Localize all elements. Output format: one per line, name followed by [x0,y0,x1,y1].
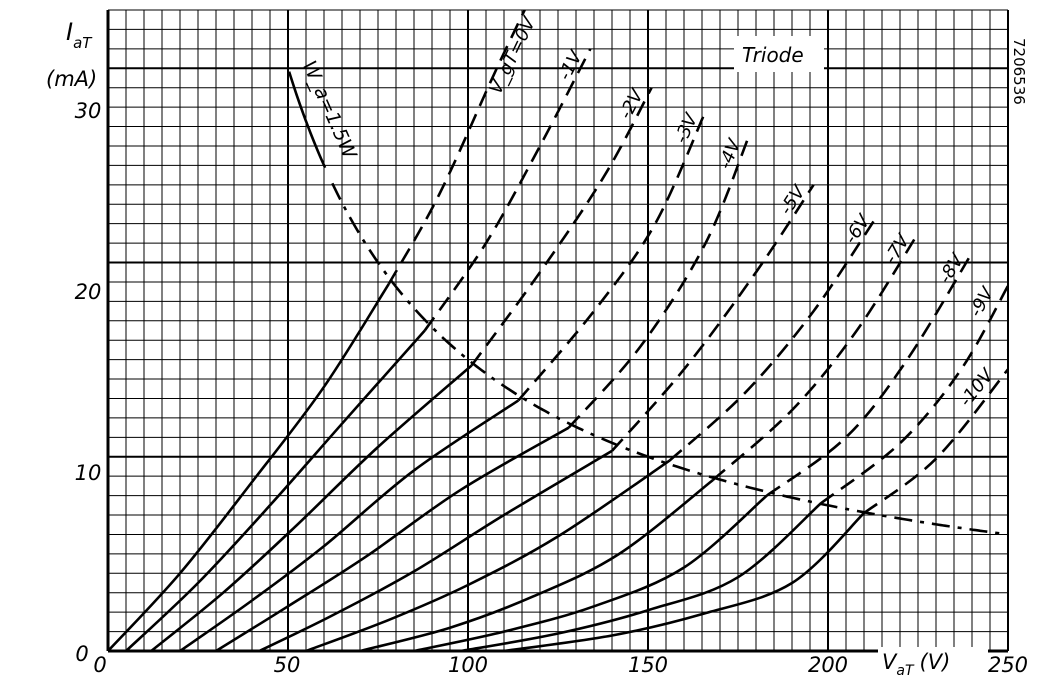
curve-solid [460,502,822,651]
curve-label: -5V [776,181,811,219]
curve-dashed [711,232,920,482]
x-axis-label-main: V [882,650,898,674]
curve-dashed [611,184,815,452]
x-tick-label: 150 [628,653,668,677]
power-limit-dashed [331,182,1003,535]
y-axis-label-sub: aT [73,34,93,52]
curve-solid [108,283,390,651]
y-axis-label-unit: (mA) [46,67,97,91]
curve-dashed [470,87,653,367]
y-tick-label: 30 [75,99,102,123]
chart-title-box: Triode [734,36,824,72]
curve-solid [413,494,768,651]
curve-label: -4V [715,135,746,172]
power-limit-label: W_a=1.5W [298,57,361,163]
curve-solid [179,399,520,651]
svg-text:IaT: IaT [66,18,93,52]
svg-text:VaT(V): VaT (V) [882,650,950,679]
curve-dashed [766,252,974,497]
curve-label: -10V [955,364,999,411]
y-axis-label-main: I [66,18,73,46]
curve-label: -1V [554,46,587,84]
curve-dashed [863,368,1008,515]
x-axis-label: VaT (V) [878,647,988,679]
x-tick-label: 50 [274,653,301,677]
curve-label: -2V [615,85,649,123]
y-axis-label: IaT (mA) [46,18,97,91]
x-tick-label: 0 [93,653,106,677]
curve-label: V_gT=0V [485,13,540,98]
curve-solid [503,512,865,651]
curve-dashed [517,110,707,402]
x-axis-label-sub: aT [896,663,915,679]
curve-dashed [387,10,527,285]
series-curves [108,10,1008,651]
curve-solid [215,426,570,651]
chart-title: Triode [742,43,804,67]
curve-solid [359,479,714,651]
x-axis-label-unit: (V) [920,650,951,674]
x-tick-label: 200 [808,653,848,677]
y-tick-label: 10 [75,461,102,485]
power-limit-solid [287,71,327,169]
axes [106,10,1008,653]
curve-solid [305,459,671,651]
curve-label: -3V [671,109,703,147]
y-tick-label: 20 [75,280,102,304]
curve-dashed [668,213,880,462]
grid [107,9,1009,652]
curve-solid [125,329,426,651]
x-tick-label: 100 [448,653,488,677]
y-tick-label: 0 [75,642,88,666]
x-tick-label: 250 [988,653,1028,677]
curve-dashed [423,48,592,332]
curve-solid [258,449,613,651]
figure-code: 7206536 [1010,38,1028,105]
curve-solid [150,364,473,651]
